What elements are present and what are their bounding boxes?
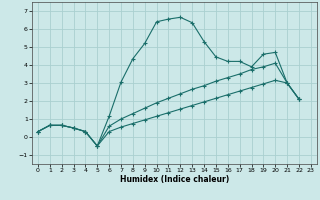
X-axis label: Humidex (Indice chaleur): Humidex (Indice chaleur): [120, 175, 229, 184]
